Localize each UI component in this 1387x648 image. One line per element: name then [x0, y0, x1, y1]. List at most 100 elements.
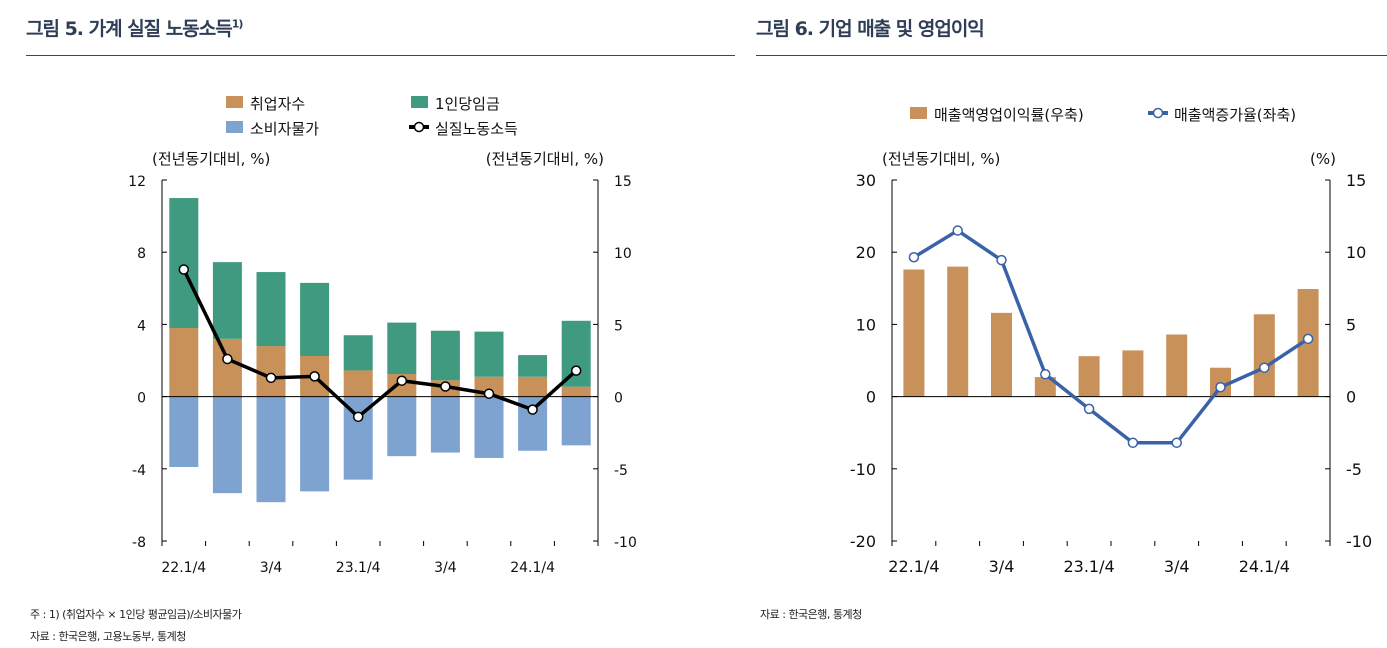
c0-point-실질노동소득 — [527, 404, 538, 415]
c0-bar-1인당임금 — [169, 198, 199, 329]
c0-point-실질노동소득 — [483, 388, 495, 399]
c1-x-tick-label: 24.1/4 — [1239, 557, 1290, 576]
c0-legend-swatch — [411, 96, 428, 108]
c1-point-매출액증가율(좌축) — [1171, 437, 1182, 449]
figure5-note: 주 : 1) (취업자수 × 1인당 평균임금)/소비자물가 — [30, 608, 242, 621]
c0-left-tick-label: 12 — [128, 174, 146, 190]
c0-legend-label: 소비자물가 — [250, 120, 319, 138]
c0-x-tick-label: 3/4 — [434, 560, 457, 576]
c0-legend-label: 취업자수 — [250, 95, 305, 113]
c0-legend-label: 실질노동소득 — [435, 120, 518, 138]
c1-left-tick-label: -20 — [850, 532, 876, 551]
c1-bar-매출액영업이익률(우축) — [1034, 377, 1056, 397]
c0-bar-소비자물가 — [430, 396, 460, 453]
c0-point-실질노동소득 — [178, 264, 190, 275]
c0-right-tick-label: 15 — [614, 174, 632, 190]
c0-bar-1인당임금 — [474, 331, 504, 377]
c1-point-매출액증가율(좌축) — [1302, 333, 1314, 345]
c0-bar-1인당임금 — [300, 282, 330, 356]
c0-point-실질노동소득 — [352, 411, 364, 423]
c1-x-tick-label: 3/4 — [1164, 557, 1190, 576]
c0-x-tick-label: 3/4 — [260, 560, 283, 576]
c1-legend-label: 매출액증가율(좌축) — [1174, 106, 1296, 124]
c1-right-tick-label: 5 — [1346, 315, 1356, 334]
c1-left-axis-label: (전년동기대비, %) — [882, 150, 1000, 168]
c0-left-tick-label: 0 — [137, 391, 146, 407]
c0-legend-swatch — [226, 96, 243, 108]
c0-bar-1인당임금 — [561, 320, 591, 387]
c1-right-tick-label: -5 — [1346, 460, 1362, 479]
c1-left-tick-label: 10 — [856, 315, 876, 334]
c1-left-tick-label: 20 — [856, 243, 876, 262]
figure6-source: 자료 : 한국은행, 통계청 — [760, 608, 862, 621]
c1-right-tick-label: 15 — [1346, 171, 1366, 190]
c1-right-tick-label: 10 — [1346, 243, 1366, 262]
c0-bar-취업자수 — [212, 338, 242, 397]
c0-left-tick-label: -8 — [132, 535, 146, 551]
c0-left-axis-label: (전년동기대비, %) — [152, 150, 270, 168]
c0-bar-소비자물가 — [212, 396, 242, 494]
c0-bar-취업자수 — [256, 346, 286, 397]
c0-bar-소비자물가 — [300, 396, 330, 492]
c1-right-axis-label: (%) — [1310, 150, 1336, 168]
c0-x-tick-label: 23.1/4 — [336, 560, 381, 576]
c1-point-매출액증가율(좌축) — [1127, 437, 1139, 449]
c1-point-매출액증가율(좌축) — [908, 252, 920, 263]
c1-line-매출액증가율(좌축) — [912, 228, 1310, 445]
c1-legend-marker — [1152, 107, 1164, 119]
c0-x-tick-label: 22.1/4 — [161, 560, 206, 576]
c1-bar-매출액영업이익률(우축) — [1122, 350, 1144, 397]
c0-right-tick-label: 10 — [614, 246, 632, 262]
c1-point-매출액증가율(좌축) — [996, 254, 1007, 266]
c0-right-axis-label: (전년동기대비, %) — [486, 150, 604, 168]
c1-point-매출액증가율(좌축) — [952, 225, 963, 236]
c0-bar-1인당임금 — [430, 330, 460, 381]
c0-right-tick-label: -10 — [614, 535, 637, 551]
c0-bar-1인당임금 — [518, 355, 548, 377]
c1-bar-매출액영업이익률(우축) — [1078, 356, 1100, 397]
c0-bar-소비자물가 — [387, 396, 417, 457]
c1-legend-swatch — [910, 107, 927, 119]
c0-legend-marker — [413, 121, 425, 133]
c0-point-실질노동소득 — [222, 353, 233, 365]
c1-left-tick-label: -10 — [850, 460, 876, 479]
c0-right-tick-label: 0 — [614, 391, 623, 407]
c0-legend-swatch — [226, 121, 243, 133]
figure5-title-footnote: 1) — [231, 17, 244, 31]
figure5-title: 그림 5. 가계 실질 노동소득1) — [26, 14, 244, 41]
c0-bar-취업자수 — [343, 370, 373, 397]
c0-point-실질노동소득 — [309, 371, 320, 382]
c0-bar-소비자물가 — [561, 396, 591, 446]
c0-bar-취업자수 — [518, 376, 548, 397]
c0-point-실질노동소득 — [440, 381, 451, 392]
c1-legend-label: 매출액영업이익률(우축) — [934, 106, 1084, 124]
c0-bar-소비자물가 — [474, 396, 504, 458]
c0-point-실질노동소득 — [396, 375, 408, 386]
c0-x-tick-label: 24.1/4 — [510, 560, 555, 576]
c1-left-tick-label: 30 — [856, 171, 876, 190]
c1-point-매출액증가율(좌축) — [1083, 403, 1095, 415]
c1-bar-매출액영업이익률(우축) — [1166, 334, 1188, 397]
c0-legend-label: 1인당임금 — [435, 95, 500, 113]
c1-point-매출액증가율(좌축) — [1040, 368, 1051, 380]
figure5-rule — [26, 55, 735, 56]
c1-bar-매출액영업이익률(우축) — [903, 269, 925, 397]
figure6-title: 그림 6. 기업 매출 및 영업이익 — [756, 18, 985, 40]
c0-point-실질노동소득 — [265, 372, 277, 384]
c0-bar-1인당임금 — [256, 272, 286, 347]
c1-bar-매출액영업이익률(우축) — [991, 312, 1012, 397]
c1-x-tick-label: 3/4 — [989, 557, 1015, 576]
c1-x-tick-label: 22.1/4 — [888, 557, 939, 576]
c0-bar-1인당임금 — [212, 262, 242, 339]
c0-left-tick-label: 8 — [137, 246, 146, 262]
c1-bar-매출액영업이익률(우축) — [1253, 314, 1275, 397]
c0-bar-소비자물가 — [169, 396, 199, 467]
c1-right-tick-label: -10 — [1346, 532, 1372, 551]
c0-bar-취업자수 — [169, 328, 199, 397]
c0-bar-취업자수 — [561, 386, 591, 397]
c1-point-매출액증가율(좌축) — [1215, 381, 1226, 393]
c0-bar-1인당임금 — [387, 322, 417, 375]
c1-point-매출액증가율(좌축) — [1259, 362, 1270, 373]
c1-bar-매출액영업이익률(우축) — [947, 266, 969, 397]
